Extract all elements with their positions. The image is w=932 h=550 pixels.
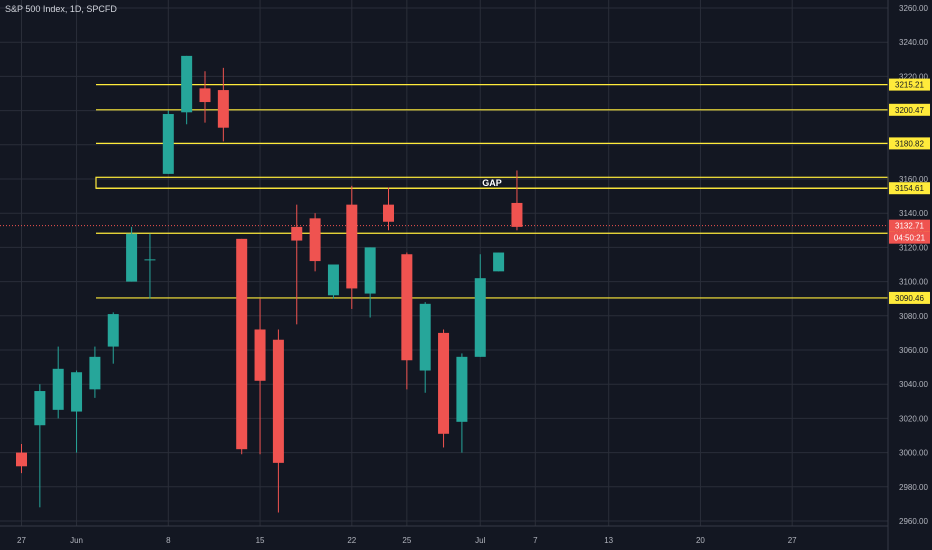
level-price-label: 3180.82 xyxy=(895,139,924,148)
x-tick-label: 20 xyxy=(696,536,705,545)
candle-body xyxy=(474,278,486,357)
x-tick-label: Jun xyxy=(70,536,83,545)
candle-body xyxy=(34,391,46,426)
y-tick-label: 3160.00 xyxy=(899,175,928,184)
candle-body xyxy=(438,332,450,434)
y-tick-label: 3080.00 xyxy=(899,312,928,321)
candle-body xyxy=(493,252,505,272)
countdown-tag xyxy=(889,231,930,244)
level-price-label: 3154.61 xyxy=(895,184,924,193)
current-price-label: 3132.71 xyxy=(895,222,924,231)
candle-body xyxy=(52,368,64,410)
candle-body xyxy=(254,329,266,381)
x-tick-label: 22 xyxy=(347,536,356,545)
candle-body xyxy=(456,356,468,422)
y-tick-label: 3240.00 xyxy=(899,38,928,47)
time-axis[interactable]: 27 Jun 8 15 22 25 Jul 7 13 20 27 xyxy=(17,536,797,545)
y-tick-label: 3000.00 xyxy=(899,449,928,458)
candle-body xyxy=(144,259,156,261)
candle-body xyxy=(16,452,27,467)
candle-body xyxy=(511,202,523,227)
level-price-tag xyxy=(889,78,930,91)
x-tick-label: 27 xyxy=(788,536,797,545)
level-price-label: 3215.21 xyxy=(895,81,924,90)
y-tick-label: 2980.00 xyxy=(899,483,928,492)
x-tick-label: 15 xyxy=(256,536,265,545)
candle-body xyxy=(89,356,101,390)
y-tick-label: 2960.00 xyxy=(899,517,928,526)
y-tick-label: 3100.00 xyxy=(899,278,928,287)
y-tick-label: 3120.00 xyxy=(899,243,928,252)
candle-body xyxy=(327,264,339,296)
y-tick-label: 3040.00 xyxy=(899,380,928,389)
chart-title: S&P 500 Index, 1D, SPCFD xyxy=(5,4,117,14)
x-tick-label: 27 xyxy=(17,536,26,545)
y-tick-label: 3220.00 xyxy=(899,72,928,81)
candle-body xyxy=(383,204,394,222)
level-price-tag xyxy=(889,103,930,116)
candle-body xyxy=(181,55,193,113)
candle-body xyxy=(272,339,284,463)
candle-body xyxy=(217,90,229,128)
horizontal-levels: GAP xyxy=(0,83,889,299)
y-tick-label: 3020.00 xyxy=(899,414,928,423)
level-price-label: 3090.46 xyxy=(895,294,924,303)
candle-body xyxy=(419,303,431,371)
level-price-label: 3200.47 xyxy=(895,106,924,115)
current-price-tag xyxy=(889,219,930,232)
x-tick-label: 13 xyxy=(604,536,613,545)
x-tick-label: 8 xyxy=(166,536,171,545)
level-price-tag xyxy=(889,137,930,150)
y-tick-label: 3060.00 xyxy=(899,346,928,355)
candle-body xyxy=(71,372,83,412)
y-tick-label: 3260.00 xyxy=(899,4,928,13)
x-tick-label: 7 xyxy=(533,536,538,545)
grid-lines xyxy=(0,0,888,526)
candle-body xyxy=(236,238,248,450)
gap-label: GAP xyxy=(482,178,502,188)
candle-body xyxy=(291,226,303,241)
y-tick-label: 3140.00 xyxy=(899,209,928,218)
candle-body xyxy=(162,114,174,174)
price-axis-labels: 3215.213200.473180.823154.613128.273090.… xyxy=(889,78,930,304)
level-price-tag xyxy=(889,182,930,195)
countdown-label: 04:50:21 xyxy=(894,234,926,243)
candle-body xyxy=(364,247,376,294)
candle-body xyxy=(199,88,211,103)
x-tick-label: 25 xyxy=(402,536,411,545)
x-tick-label: Jul xyxy=(475,536,485,545)
candles xyxy=(16,55,523,513)
candle-body xyxy=(107,314,119,347)
candle-body xyxy=(126,233,138,282)
level-price-tag xyxy=(889,291,930,304)
candle-body xyxy=(346,204,358,289)
candle-body xyxy=(309,218,321,262)
candle-body xyxy=(401,254,413,361)
